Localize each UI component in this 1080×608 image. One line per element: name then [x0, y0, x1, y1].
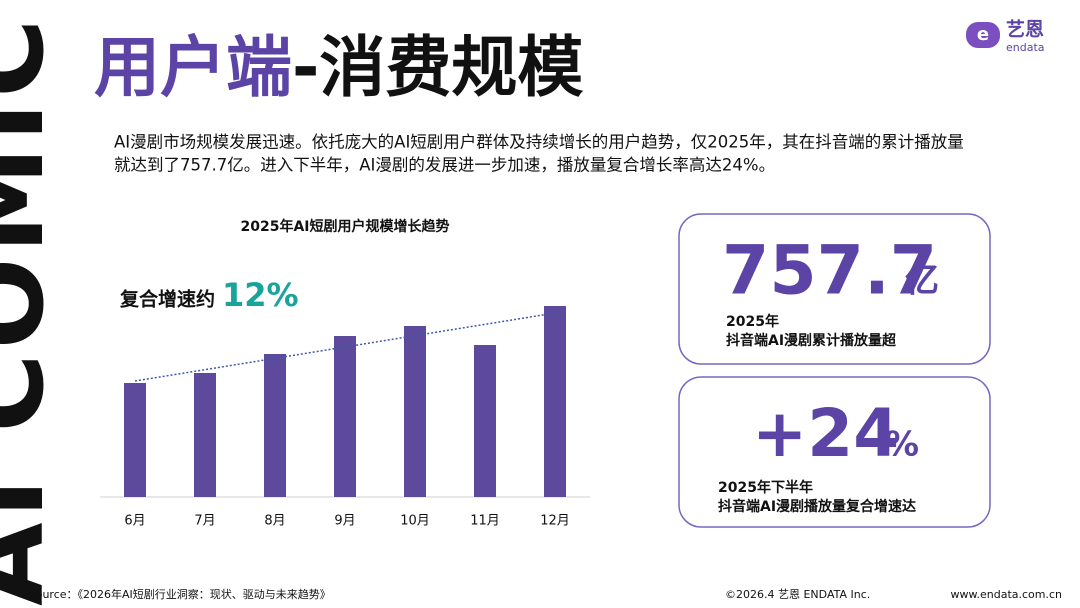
bar [124, 383, 146, 497]
x-tick-label: 7月 [194, 514, 215, 529]
x-tick-label: 12月 [540, 514, 570, 529]
card-frame [678, 376, 991, 528]
card-value: 757.7 [722, 232, 937, 311]
footer-copyright: ©2026.4 艺恩 ENDATA Inc. [725, 588, 870, 601]
title: 用户端-消费规模 [94, 29, 583, 106]
card-unit: % [885, 425, 919, 465]
footer-site: www.endata.com.cn [951, 588, 1063, 601]
paragraph-line: AI漫剧市场规模发展迅速。依托庞大的AI短剧用户群体及持续增长的用户趋势，仅20… [114, 133, 964, 152]
bar [404, 326, 426, 497]
card-caption: 抖音端AI漫剧累计播放量超 [726, 332, 897, 349]
x-tick-label: 10月 [400, 514, 430, 529]
card-frame [678, 213, 991, 365]
x-tick-label: 8月 [264, 514, 285, 529]
title-rest: -消费规模 [292, 29, 583, 106]
card-unit: 亿 [905, 261, 939, 301]
logo: e 艺恩 endata [966, 19, 1045, 54]
title-highlight: 用户端 [94, 29, 292, 106]
annotation: 复合增速约 [119, 288, 215, 311]
x-tick-label: 11月 [470, 514, 500, 529]
logo-en: endata [1006, 41, 1045, 54]
card: 757.7 亿 2025年 抖音端AI漫剧累计播放量超 [678, 213, 991, 365]
card-caption: 2025年下半年 [718, 479, 813, 496]
bar [334, 336, 356, 497]
x-tick-label: 6月 [124, 514, 145, 529]
chart-title: 2025年AI短剧用户规模增长趋势 [240, 218, 449, 235]
card-caption: 2025年 [726, 313, 779, 330]
bar [264, 354, 286, 497]
card-caption: 抖音端AI漫剧播放量复合增速达 [718, 498, 916, 515]
x-tick-label: 9月 [334, 514, 355, 529]
card-value: +24 [752, 395, 899, 472]
bar [194, 373, 216, 497]
chart: 2025年AI短剧用户规模增长趋势 复合增速约 12% 6月 7月 8月 9月 10月 1… [100, 218, 590, 529]
logo-icon [966, 22, 1000, 48]
bar [474, 345, 496, 497]
side-text: AI COMIC [0, 15, 68, 606]
bar [544, 306, 566, 497]
card: +24 % 2025年下半年 抖音端AI漫剧播放量复合增速达 [678, 376, 991, 528]
logo-cn: 艺恩 [1006, 19, 1044, 41]
footer-source: source：《2026年AI短剧行业洞察：现状、驱动与未来趋势》 [30, 587, 331, 601]
logo-glyph: e [977, 24, 989, 45]
annotation-value: 12% [222, 276, 299, 314]
paragraph-line: 就达到了757.7亿。进入下半年，AI漫剧的发展进一步加速，播放量复合增长率高达… [114, 156, 775, 175]
trend-line [134, 312, 556, 382]
